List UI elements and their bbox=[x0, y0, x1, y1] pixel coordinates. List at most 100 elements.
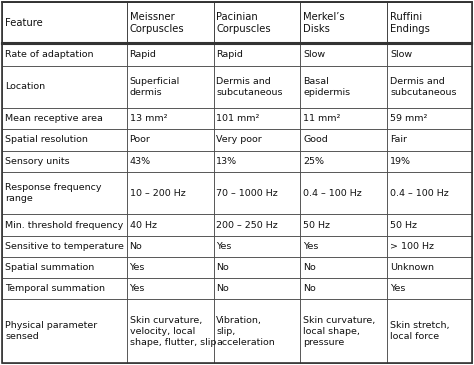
Text: Slow: Slow bbox=[390, 50, 412, 59]
Bar bbox=[301, 172, 387, 214]
Text: Merkel’s
Disks: Merkel’s Disks bbox=[303, 12, 345, 34]
Text: Yes: Yes bbox=[303, 242, 319, 251]
Text: 59 mm²: 59 mm² bbox=[390, 114, 428, 123]
Bar bbox=[2, 151, 127, 172]
Bar bbox=[2, 129, 127, 151]
Bar bbox=[2, 299, 127, 363]
Bar bbox=[387, 129, 472, 151]
Bar bbox=[213, 236, 301, 257]
Bar bbox=[2, 108, 127, 129]
Text: 50 Hz: 50 Hz bbox=[390, 220, 417, 230]
Bar bbox=[127, 257, 213, 278]
Bar bbox=[213, 151, 301, 172]
Text: 200 – 250 Hz: 200 – 250 Hz bbox=[216, 220, 278, 230]
Bar bbox=[387, 278, 472, 299]
Text: 70 – 1000 Hz: 70 – 1000 Hz bbox=[216, 189, 278, 197]
Bar bbox=[2, 172, 127, 214]
Text: Feature: Feature bbox=[5, 18, 43, 28]
Bar bbox=[387, 66, 472, 108]
Bar bbox=[127, 44, 213, 66]
Text: 101 mm²: 101 mm² bbox=[216, 114, 260, 123]
Bar bbox=[213, 214, 301, 236]
Text: 25%: 25% bbox=[303, 157, 324, 166]
Bar bbox=[2, 257, 127, 278]
Text: Ruffini
Endings: Ruffini Endings bbox=[390, 12, 430, 34]
Bar bbox=[127, 129, 213, 151]
Bar bbox=[301, 44, 387, 66]
Text: Location: Location bbox=[5, 82, 46, 91]
Bar bbox=[213, 172, 301, 214]
Bar bbox=[213, 257, 301, 278]
Bar bbox=[127, 66, 213, 108]
Text: Dermis and
subcutaneous: Dermis and subcutaneous bbox=[390, 77, 456, 97]
Text: No: No bbox=[129, 242, 142, 251]
Text: Physical parameter
sensed: Physical parameter sensed bbox=[5, 321, 98, 341]
Text: Sensory units: Sensory units bbox=[5, 157, 70, 166]
Bar bbox=[387, 299, 472, 363]
Text: 19%: 19% bbox=[390, 157, 411, 166]
Text: 11 mm²: 11 mm² bbox=[303, 114, 341, 123]
Text: 10 – 200 Hz: 10 – 200 Hz bbox=[129, 189, 185, 197]
Bar bbox=[213, 108, 301, 129]
Bar bbox=[387, 257, 472, 278]
Text: Spatial resolution: Spatial resolution bbox=[5, 135, 88, 145]
Text: 13 mm²: 13 mm² bbox=[129, 114, 167, 123]
Bar bbox=[2, 214, 127, 236]
Text: Yes: Yes bbox=[390, 284, 405, 293]
Text: 43%: 43% bbox=[129, 157, 151, 166]
Bar bbox=[213, 2, 301, 44]
Text: 0.4 – 100 Hz: 0.4 – 100 Hz bbox=[303, 189, 362, 197]
Bar bbox=[213, 66, 301, 108]
Bar bbox=[387, 172, 472, 214]
Bar bbox=[387, 236, 472, 257]
Bar bbox=[213, 129, 301, 151]
Text: Good: Good bbox=[303, 135, 328, 145]
Text: 13%: 13% bbox=[216, 157, 237, 166]
Text: Meissner
Corpuscles: Meissner Corpuscles bbox=[129, 12, 184, 34]
Text: No: No bbox=[303, 284, 316, 293]
Bar bbox=[127, 151, 213, 172]
Bar bbox=[2, 66, 127, 108]
Text: Skin stretch,
local force: Skin stretch, local force bbox=[390, 321, 449, 341]
Text: Yes: Yes bbox=[129, 284, 145, 293]
Bar bbox=[301, 214, 387, 236]
Bar bbox=[387, 214, 472, 236]
Bar bbox=[301, 108, 387, 129]
Text: Poor: Poor bbox=[129, 135, 150, 145]
Text: Rate of adaptation: Rate of adaptation bbox=[5, 50, 94, 59]
Bar bbox=[127, 214, 213, 236]
Bar bbox=[301, 66, 387, 108]
Text: > 100 Hz: > 100 Hz bbox=[390, 242, 434, 251]
Bar bbox=[387, 44, 472, 66]
Bar bbox=[387, 108, 472, 129]
Bar bbox=[301, 299, 387, 363]
Bar bbox=[301, 129, 387, 151]
Text: 0.4 – 100 Hz: 0.4 – 100 Hz bbox=[390, 189, 449, 197]
Text: Vibration,
slip,
acceleration: Vibration, slip, acceleration bbox=[216, 316, 275, 347]
Bar bbox=[301, 2, 387, 44]
Text: Unknown: Unknown bbox=[390, 263, 434, 272]
Text: Min. threshold frequency: Min. threshold frequency bbox=[5, 220, 123, 230]
Text: Pacinian
Corpuscles: Pacinian Corpuscles bbox=[216, 12, 271, 34]
Bar bbox=[213, 299, 301, 363]
Bar bbox=[2, 278, 127, 299]
Bar bbox=[301, 151, 387, 172]
Text: Superficial
dermis: Superficial dermis bbox=[129, 77, 180, 97]
Text: Skin curvature,
velocity, local
shape, flutter, slip: Skin curvature, velocity, local shape, f… bbox=[129, 316, 216, 347]
Text: Very poor: Very poor bbox=[216, 135, 262, 145]
Text: Basal
epidermis: Basal epidermis bbox=[303, 77, 350, 97]
Text: Spatial summation: Spatial summation bbox=[5, 263, 94, 272]
Text: Response frequency
range: Response frequency range bbox=[5, 183, 102, 203]
Bar bbox=[127, 2, 213, 44]
Text: Slow: Slow bbox=[303, 50, 325, 59]
Text: Yes: Yes bbox=[216, 242, 232, 251]
Text: Mean receptive area: Mean receptive area bbox=[5, 114, 103, 123]
Bar bbox=[213, 278, 301, 299]
Bar bbox=[127, 299, 213, 363]
Bar bbox=[2, 44, 127, 66]
Text: Rapid: Rapid bbox=[216, 50, 243, 59]
Bar bbox=[387, 151, 472, 172]
Bar bbox=[127, 172, 213, 214]
Text: Rapid: Rapid bbox=[129, 50, 156, 59]
Bar bbox=[2, 236, 127, 257]
